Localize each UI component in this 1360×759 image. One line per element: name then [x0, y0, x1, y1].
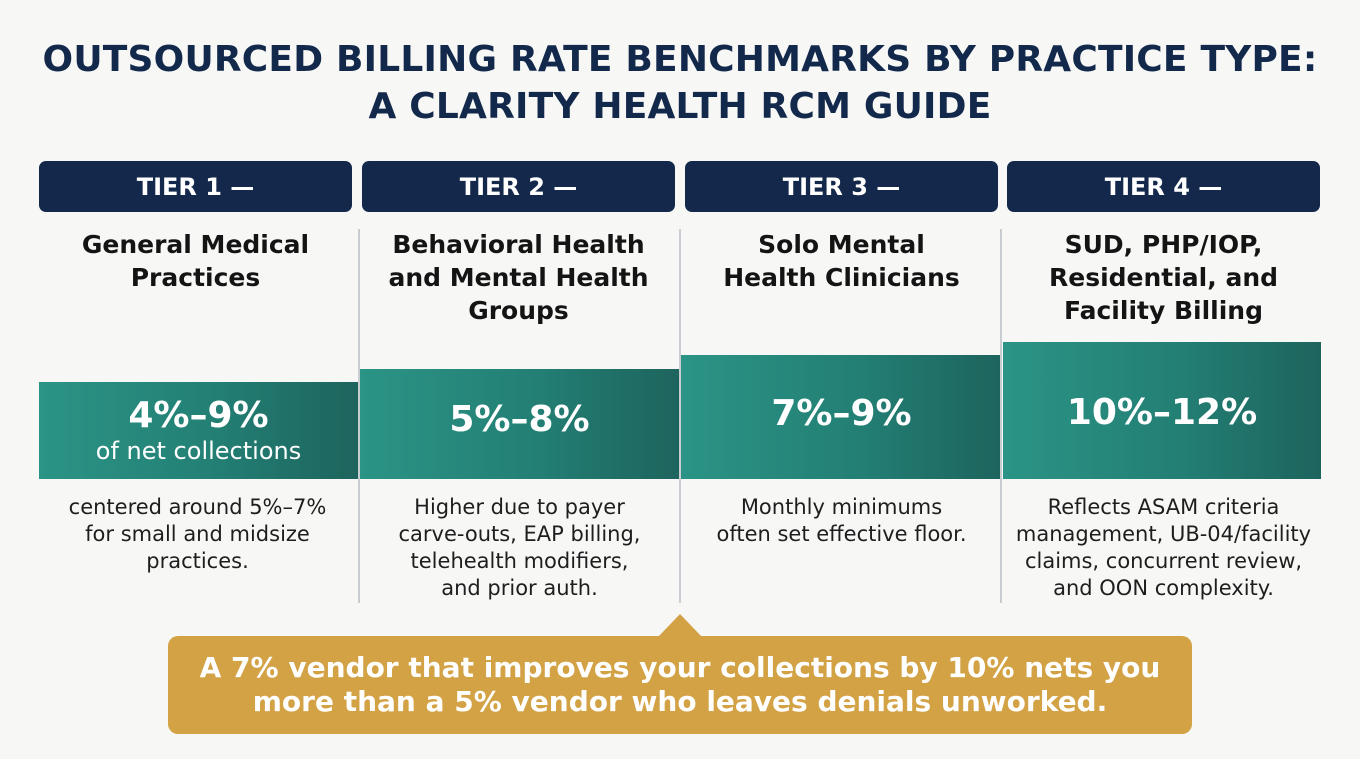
tier-4-description: Reflects ASAM criteria management, UB-04…: [1003, 494, 1324, 602]
callout-line-1: A 7% vendor that improves your collectio…: [199, 651, 1161, 684]
tier-2-desc-line: and prior auth.: [441, 576, 598, 600]
tier-2-desc-line: Higher due to payer: [414, 495, 625, 519]
page-title: OUTSOURCED BILLING RATE BENCHMARKS BY PR…: [0, 36, 1360, 130]
tier-1-rate-unit: of net collections: [95, 437, 302, 465]
column-divider: [679, 229, 681, 603]
column-divider: [358, 229, 360, 603]
tier-4-desc-line: claims, concurrent review,: [1024, 549, 1303, 573]
tier-3-rate-band: 7%–9%: [681, 355, 1002, 479]
tier-2-title: Behavioral Health and Mental Health Grou…: [358, 228, 679, 327]
tier-2-desc-line: telehealth modifiers,: [410, 549, 629, 573]
tier-4-desc-line: management, UB-04/facility: [1015, 522, 1312, 546]
tier-1-title: General Medical Practices: [35, 228, 356, 294]
tier-2-description: Higher due to payer carve-outs, EAP bill…: [359, 494, 680, 602]
tier-4-title-line: Residential, and: [1048, 263, 1279, 292]
tier-1-header: TIER 1 —: [39, 161, 352, 212]
tier-4-header: TIER 4 —: [1007, 161, 1320, 212]
tier-4-rate-band: 10%–12%: [1003, 342, 1321, 479]
tier-3-rate: 7%–9%: [771, 393, 912, 434]
tier-1-title-line: General Medical: [81, 230, 310, 259]
callout-line-2: more than a 5% vendor who leaves denials…: [252, 685, 1108, 718]
tier-3-title: Solo Mental Health Clinicians: [681, 228, 1002, 294]
callout-banner: A 7% vendor that improves your collectio…: [168, 636, 1192, 734]
tier-1-rate-band: 4%–9% of net collections: [39, 382, 358, 479]
tier-1-desc-line: for small and midsize: [85, 522, 310, 546]
column-divider: [1000, 229, 1002, 603]
tier-1-rate: 4%–9%: [128, 395, 269, 436]
tier-4-desc-line: Reflects ASAM criteria: [1047, 495, 1280, 519]
tier-1-desc-line: centered around 5%–7%: [68, 495, 327, 519]
tier-4-title-line: SUD, PHP/IOP,: [1064, 230, 1263, 259]
tier-2-title-line: and Mental Health: [388, 263, 649, 292]
tier-3-description: Monthly minimums often set effective flo…: [681, 494, 1002, 548]
tier-2-title-line: Groups: [468, 296, 569, 325]
tier-3-desc-line: Monthly minimums: [740, 495, 943, 519]
tier-2-rate-band: 5%–8%: [359, 369, 680, 479]
tier-2-desc-line: carve-outs, EAP billing,: [398, 522, 641, 546]
title-line-2: A CLARITY HEALTH RCM GUIDE: [368, 86, 992, 127]
tier-1-title-line: Practices: [130, 263, 261, 292]
tier-4-title-line: Facility Billing: [1064, 296, 1263, 325]
tier-1-description: centered around 5%–7% for small and mids…: [37, 494, 358, 575]
tier-3-title-line: Solo Mental: [758, 230, 925, 259]
tier-2-title-line: Behavioral Health: [392, 230, 645, 259]
tier-3-desc-line: often set effective floor.: [716, 522, 967, 546]
tier-1-desc-line: practices.: [146, 549, 249, 573]
tier-3-header: TIER 3 —: [685, 161, 998, 212]
callout-pointer: [658, 614, 702, 637]
title-line-1: OUTSOURCED BILLING RATE BENCHMARKS BY PR…: [42, 39, 1318, 80]
tier-4-desc-line: and OON complexity.: [1053, 576, 1274, 600]
tier-4-rate: 10%–12%: [1066, 392, 1258, 433]
tier-4-title: SUD, PHP/IOP, Residential, and Facility …: [1003, 228, 1324, 327]
tier-2-rate: 5%–8%: [449, 399, 590, 440]
tier-3-title-line: Health Clinicians: [723, 263, 960, 292]
tier-2-header: TIER 2 —: [362, 161, 675, 212]
